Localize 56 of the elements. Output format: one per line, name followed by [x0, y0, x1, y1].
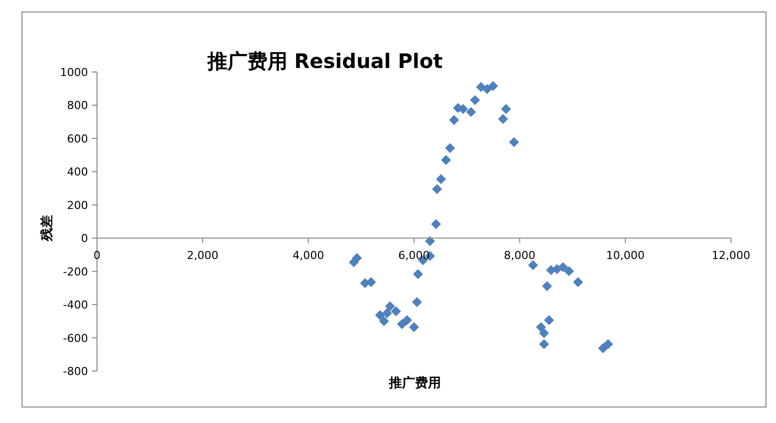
point	[544, 315, 554, 326]
point	[385, 301, 396, 312]
x-tick-label: 8,000	[504, 249, 536, 262]
y-tick-label: 800	[67, 99, 88, 112]
y-tick-label: 400	[67, 166, 88, 179]
x-tick-label: 4,000	[292, 249, 324, 262]
x-tick-label: 2,000	[186, 249, 218, 262]
y-tick-label: -400	[63, 298, 88, 312]
y-tick-label: 1000	[60, 66, 88, 79]
point	[375, 310, 386, 320]
point	[542, 281, 552, 292]
point	[441, 155, 452, 166]
point	[558, 262, 568, 272]
point	[412, 297, 422, 308]
x-tick-label: 0	[94, 249, 100, 262]
point	[378, 316, 389, 326]
point	[402, 315, 412, 326]
point	[476, 82, 486, 92]
y-tick-label: 600	[67, 132, 88, 146]
y-tick-label: -200	[63, 265, 88, 278]
point	[449, 115, 460, 126]
x-tick-label: 12,000	[712, 249, 750, 262]
point	[488, 80, 498, 91]
y-tick-label: -600	[63, 332, 88, 345]
point	[509, 137, 520, 148]
point	[397, 319, 408, 330]
point	[498, 114, 508, 124]
x-axis-title: 推广费用	[388, 375, 441, 391]
point	[564, 266, 574, 276]
point	[432, 184, 442, 194]
y-axis-title: 残差	[40, 215, 55, 242]
point	[436, 174, 446, 184]
point	[528, 260, 538, 270]
point	[390, 306, 401, 316]
point	[352, 253, 362, 264]
point	[539, 339, 550, 350]
point	[603, 339, 614, 350]
y-tick-label: -800	[63, 365, 88, 378]
point	[501, 104, 512, 114]
point	[539, 328, 550, 338]
point	[482, 84, 492, 94]
point	[573, 277, 584, 288]
point	[466, 107, 476, 118]
point	[445, 143, 456, 154]
point	[536, 322, 546, 332]
point	[431, 219, 442, 230]
y-tick-label: 0	[81, 232, 88, 246]
point	[598, 343, 608, 354]
chart-title: 推广费用 Residual Plot	[206, 49, 444, 73]
point	[425, 236, 436, 246]
point	[409, 322, 419, 332]
point	[470, 95, 480, 106]
x-tick-label: 10,000	[606, 249, 645, 262]
y-tick-label: 200	[67, 198, 88, 212]
point	[382, 308, 392, 318]
point	[413, 269, 424, 280]
